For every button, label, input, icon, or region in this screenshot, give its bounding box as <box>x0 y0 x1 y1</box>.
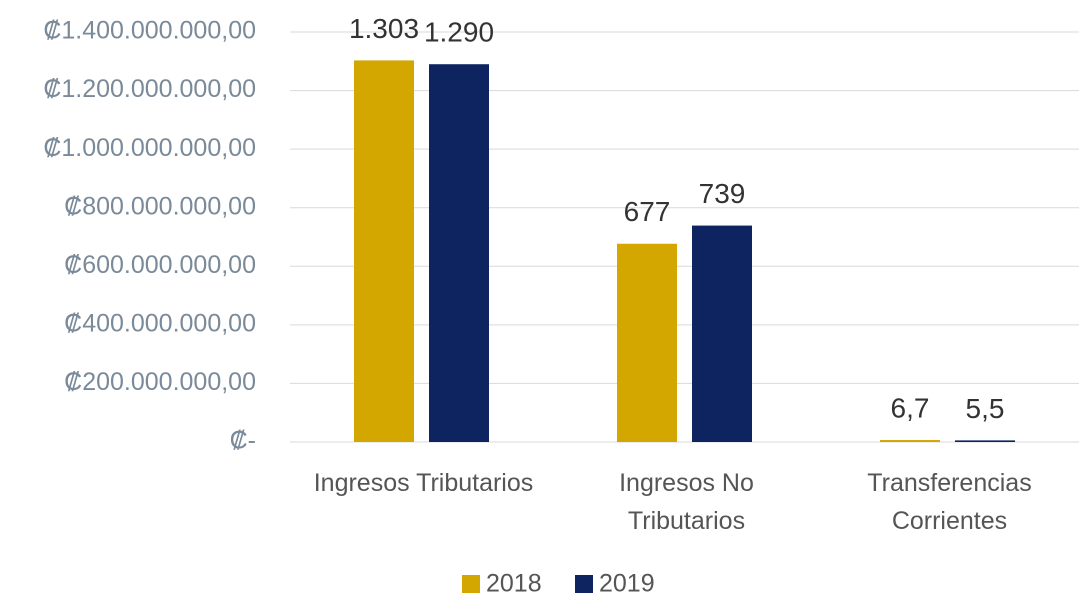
y-tick-label: ₡400.000.000,00 <box>64 309 256 337</box>
data-label: 6,7 <box>891 392 930 423</box>
x-tick-label: Ingresos Tributarios <box>313 469 534 497</box>
legend-label: 2019 <box>599 570 655 596</box>
x-tick-label: Transferencias Corrientes <box>867 469 1032 535</box>
bar <box>429 64 489 442</box>
data-label: 739 <box>699 178 746 209</box>
y-tick-label: ₡- <box>230 427 256 455</box>
data-label: 677 <box>624 196 671 227</box>
data-label: 5,5 <box>966 393 1005 424</box>
bar <box>617 243 677 442</box>
bar <box>354 60 414 443</box>
y-tick-label: ₡1.000.000.000,00 <box>43 134 256 162</box>
data-label: 1.303 <box>349 13 419 44</box>
legend-swatch <box>575 575 593 593</box>
data-label: 1.290 <box>424 17 494 48</box>
y-tick-label: ₡1.400.000.000,00 <box>43 17 256 45</box>
bar <box>692 225 752 442</box>
y-tick-label: ₡1.200.000.000,00 <box>43 75 256 103</box>
y-tick-label: ₡800.000.000,00 <box>64 192 256 220</box>
y-tick-label: ₡200.000.000,00 <box>64 368 256 396</box>
bar <box>880 440 940 442</box>
legend-label: 2018 <box>486 570 542 596</box>
legend-swatch <box>462 575 480 593</box>
y-tick-label: ₡600.000.000,00 <box>64 251 256 279</box>
bar <box>955 440 1015 442</box>
x-tick-label: Ingresos No Tributarios <box>619 469 754 535</box>
